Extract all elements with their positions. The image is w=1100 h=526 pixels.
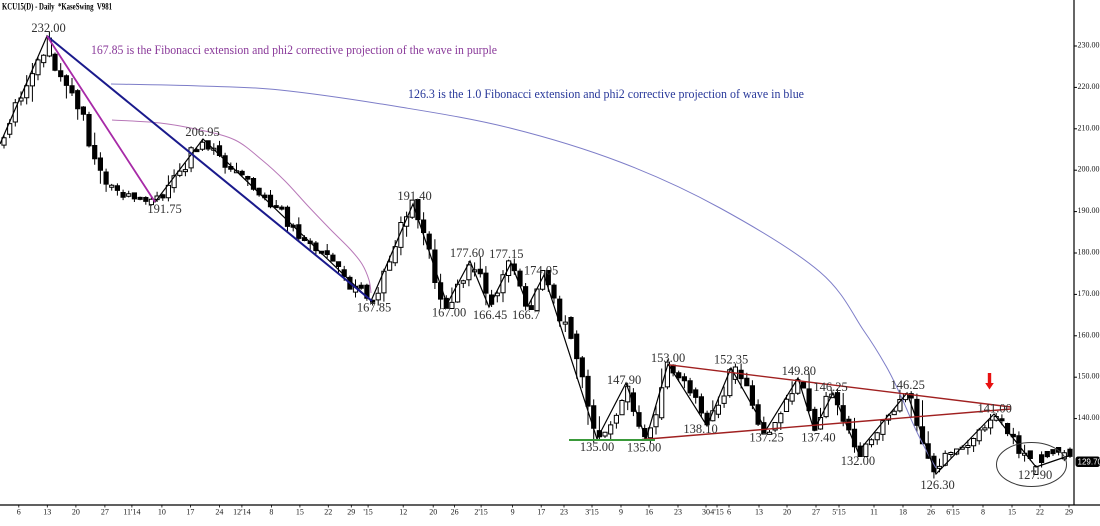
svg-text:167.00: 167.00: [432, 306, 466, 320]
svg-text:135.00: 135.00: [580, 440, 614, 454]
svg-text:149.80: 149.80: [782, 364, 816, 378]
svg-text:11: 11: [870, 507, 878, 516]
svg-text:135.00: 135.00: [627, 440, 661, 454]
svg-text:26: 26: [927, 507, 935, 516]
svg-text:16: 16: [645, 507, 653, 516]
svg-text:153.00: 153.00: [651, 351, 685, 365]
svg-text:150.00: 150.00: [1078, 372, 1100, 381]
svg-text:12: 12: [399, 507, 407, 516]
svg-text:22: 22: [1036, 507, 1044, 516]
svg-text:177.15: 177.15: [489, 247, 523, 261]
svg-text:23: 23: [560, 507, 568, 516]
svg-text:206.95: 206.95: [185, 125, 219, 139]
svg-text:146.25: 146.25: [891, 378, 925, 392]
svg-text:6: 6: [727, 507, 731, 516]
svg-text:13: 13: [43, 507, 51, 516]
svg-text:138.10: 138.10: [683, 422, 717, 436]
svg-text:180.00: 180.00: [1078, 248, 1100, 257]
svg-text:29: 29: [1065, 507, 1073, 516]
svg-text:6: 6: [17, 507, 21, 516]
svg-text:191.40: 191.40: [397, 189, 431, 203]
svg-text:147.90: 147.90: [607, 373, 641, 387]
svg-text:132.00: 132.00: [841, 454, 875, 468]
svg-text:27: 27: [812, 507, 820, 516]
svg-text:9: 9: [511, 507, 515, 516]
svg-text:29: 29: [347, 507, 355, 516]
svg-text:220.00: 220.00: [1078, 82, 1100, 91]
svg-text:'15: '15: [363, 507, 372, 516]
svg-text:166.45: 166.45: [473, 308, 507, 322]
svg-text:126.30: 126.30: [920, 478, 954, 492]
svg-text:23: 23: [674, 507, 682, 516]
svg-text:177.60: 177.60: [450, 246, 484, 260]
svg-text:15: 15: [296, 507, 304, 516]
svg-text:140.00: 140.00: [1078, 413, 1100, 422]
svg-text:127.90: 127.90: [1018, 468, 1052, 482]
svg-text:20: 20: [783, 507, 791, 516]
svg-text:166.7: 166.7: [512, 308, 540, 322]
svg-text:27: 27: [101, 507, 109, 516]
svg-text:17: 17: [537, 507, 545, 516]
svg-text:137.25: 137.25: [749, 431, 783, 445]
svg-text:190.00: 190.00: [1078, 206, 1100, 215]
svg-text:152.35: 152.35: [714, 353, 748, 367]
svg-text:129.70: 129.70: [1078, 458, 1100, 467]
svg-text:17: 17: [186, 507, 194, 516]
svg-text:174.05: 174.05: [524, 264, 558, 278]
svg-text:126.3 is the 1.0 Fibonacci ext: 126.3 is the 1.0 Fibonacci extension and…: [408, 86, 804, 101]
svg-text:210.00: 210.00: [1078, 123, 1100, 132]
svg-text:11'14: 11'14: [123, 507, 140, 516]
svg-text:5'15: 5'15: [832, 507, 845, 516]
svg-text:10: 10: [158, 507, 166, 516]
svg-text:9: 9: [619, 507, 623, 516]
svg-text:22: 22: [324, 507, 332, 516]
svg-text:24: 24: [215, 507, 223, 516]
svg-text:20: 20: [429, 507, 437, 516]
svg-text:18: 18: [899, 507, 907, 516]
svg-text:141.00: 141.00: [978, 401, 1012, 415]
svg-text:15: 15: [1008, 507, 1016, 516]
svg-text:KCU15(D) - Daily *KaseSwing: KCU15(D) - Daily *KaseSwing V981: [2, 2, 112, 12]
svg-text:232.00: 232.00: [31, 21, 65, 35]
svg-text:4'15: 4'15: [710, 507, 723, 516]
svg-text:6'15: 6'15: [946, 507, 959, 516]
svg-text:167.85: 167.85: [357, 301, 391, 315]
svg-text:12'14: 12'14: [233, 507, 250, 516]
svg-text:167.85 is the Fibonacci extens: 167.85 is the Fibonacci extension and ph…: [91, 42, 497, 57]
svg-text:3'15: 3'15: [585, 507, 598, 516]
svg-text:146.25: 146.25: [813, 380, 847, 394]
svg-text:230.00: 230.00: [1078, 41, 1100, 50]
svg-text:2'15: 2'15: [474, 507, 487, 516]
svg-text:8: 8: [981, 507, 985, 516]
svg-text:191.75: 191.75: [147, 202, 181, 216]
svg-text:200.00: 200.00: [1078, 165, 1100, 174]
svg-text:8: 8: [269, 507, 273, 516]
svg-text:20: 20: [72, 507, 80, 516]
svg-text:13: 13: [755, 507, 763, 516]
svg-text:160.00: 160.00: [1078, 330, 1100, 339]
svg-text:170.00: 170.00: [1078, 289, 1100, 298]
svg-text:26: 26: [451, 507, 459, 516]
svg-text:137.40: 137.40: [801, 431, 835, 445]
svg-text:30: 30: [702, 507, 710, 516]
